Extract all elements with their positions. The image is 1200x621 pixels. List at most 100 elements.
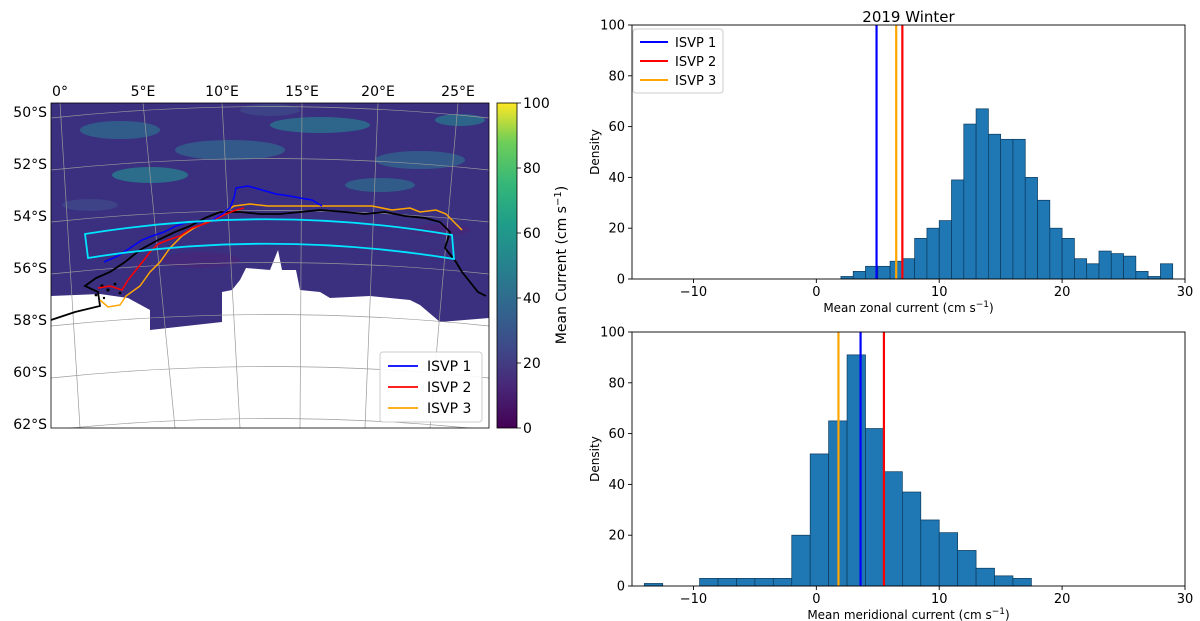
zonal-bar [1160, 263, 1174, 280]
meridional-bar [1012, 578, 1032, 587]
meridional-bar [957, 550, 977, 587]
meridional-bar [846, 354, 866, 587]
meridional-bar [994, 575, 1014, 587]
zonal-bar [1098, 250, 1112, 280]
lat-tick-56s: 56°S [13, 261, 47, 277]
meridional-bar [902, 491, 922, 587]
lon-tick-25e: 25°E [441, 84, 475, 100]
zonal-bar [902, 258, 915, 280]
zonal-xtick-label: −10 [680, 285, 707, 300]
meridional-ytick-label: 60 [608, 427, 625, 442]
colorbar-tick-60: 60 [523, 226, 541, 242]
lat-tick-62s: 62°S [13, 417, 47, 433]
zonal-xlabel: Mean zonal current (cm s−1) [823, 300, 993, 315]
lat-tick-58s: 58°S [13, 313, 47, 329]
zonal-bar [938, 220, 952, 280]
zonal-bar [1061, 238, 1075, 280]
map-legend-isvp2: ISVP 2 [427, 380, 471, 396]
zonal-xtick-label: 20 [1054, 285, 1071, 300]
meridional-bar [791, 534, 811, 587]
zonal-axes-frame [631, 24, 1186, 280]
lat-tick-60s: 60°S [13, 365, 47, 381]
zonal-bar [1037, 199, 1051, 280]
hist-legend-isvp2: ISVP 2 [675, 55, 716, 70]
zonal-bar [1024, 177, 1038, 280]
map-legend: ISVP 1 ISVP 2 ISVP 3 [379, 351, 483, 423]
meridional-bar [883, 471, 903, 587]
lon-tick-5e: 5°E [131, 84, 156, 100]
lat-tick-54s: 54°S [13, 209, 47, 225]
zonal-ytick-label: 60 [608, 120, 625, 135]
zonal-bar [951, 179, 965, 280]
zonal-title: 2019 Winter [862, 8, 955, 26]
meridional-ytick-label: 0 [617, 580, 625, 595]
zonal-ytick-label: 40 [608, 171, 625, 186]
meridional-axes-frame [631, 331, 1186, 587]
zonal-bar [926, 227, 940, 280]
meridional-bar [754, 578, 774, 587]
meridional-bar [809, 453, 829, 587]
colorbar: 0 20 40 60 80 100 Mean Current (cm s−1) [496, 96, 570, 437]
lon-tick-0: 0° [52, 84, 68, 100]
lat-tick-52s: 52°S [13, 157, 47, 173]
meridional-bar [717, 578, 737, 587]
zonal-ylabel: Density [588, 129, 602, 175]
colorbar-tick-20: 20 [523, 356, 541, 372]
zonal-bar [1000, 138, 1014, 280]
hist-legend-isvp1: ISVP 1 [675, 36, 716, 51]
zonal-bar [1012, 138, 1026, 280]
zonal-ytick-label: 80 [608, 69, 625, 84]
meridional-bar [938, 532, 959, 587]
study-region-box [83, 218, 455, 261]
zonal-ytick-label: 0 [617, 273, 625, 288]
zonal-bar [963, 123, 977, 280]
zonal-ytick-label: 100 [600, 19, 625, 34]
coastline [51, 209, 487, 321]
meridional-ytick-label: 80 [608, 376, 625, 391]
meridional-xtick-label: 30 [1177, 592, 1194, 607]
meridional-bar [865, 428, 885, 587]
map-legend-isvp1: ISVP 1 [427, 359, 471, 375]
meridional-bar [975, 567, 995, 587]
isvp2-track [97, 207, 245, 291]
meridional-bar [920, 519, 940, 587]
zonal-bar [1049, 227, 1063, 280]
zonal-bar [1135, 271, 1149, 280]
colorbar-tick-100: 100 [523, 96, 550, 112]
meridional-histogram: −10 0 10 20 30 0 20 40 60 80 100 Mean meridional cu… [588, 326, 1193, 621]
zonal-bar [1110, 253, 1124, 280]
meridional-xtick-label: 10 [931, 592, 948, 607]
zonal-histogram-legend: ISVP 1 ISVP 2 ISVP 3 [632, 28, 724, 94]
zonal-bar [988, 133, 1002, 280]
isvp3-track [99, 203, 463, 308]
zonal-xtick-label: 30 [1177, 285, 1194, 300]
meridional-bar [772, 578, 793, 587]
meridional-bar [736, 578, 756, 587]
meridional-xtick-label: 20 [1054, 592, 1071, 607]
lon-tick-15e: 15°E [285, 84, 319, 100]
zonal-bar [1123, 255, 1137, 280]
meridional-xlabel: Mean meridional current (cm s−1) [807, 607, 1009, 621]
meridional-ytick-label: 40 [608, 478, 625, 493]
zonal-xtick-label: 10 [931, 285, 948, 300]
map-legend-isvp3: ISVP 3 [427, 401, 471, 417]
zonal-bar [877, 265, 891, 280]
zonal-bar [914, 238, 928, 280]
meridional-xtick-label: 0 [812, 592, 820, 607]
colorbar-tick-40: 40 [523, 291, 541, 307]
zonal-histogram: −10 0 10 20 30 0 20 40 60 80 100 Mean zonal current… [588, 8, 1193, 315]
meridional-bar [699, 578, 719, 587]
current-map: 0° 5°E 10°E 15°E 20°E 25°E 50°S 52°S 54°… [13, 84, 570, 437]
colorbar-tick-80: 80 [523, 161, 541, 177]
isvp1-track [103, 185, 323, 263]
meridional-ylabel: Density [588, 436, 602, 482]
coast-islands [94, 282, 122, 300]
map-frame [50, 102, 490, 429]
meridional-xtick-label: −10 [680, 592, 707, 607]
zonal-bar [1074, 258, 1088, 280]
zonal-bar [1086, 263, 1100, 280]
meridional-ytick-label: 20 [608, 529, 625, 544]
lon-tick-20e: 20°E [361, 84, 395, 100]
zonal-ytick-label: 20 [608, 222, 625, 237]
